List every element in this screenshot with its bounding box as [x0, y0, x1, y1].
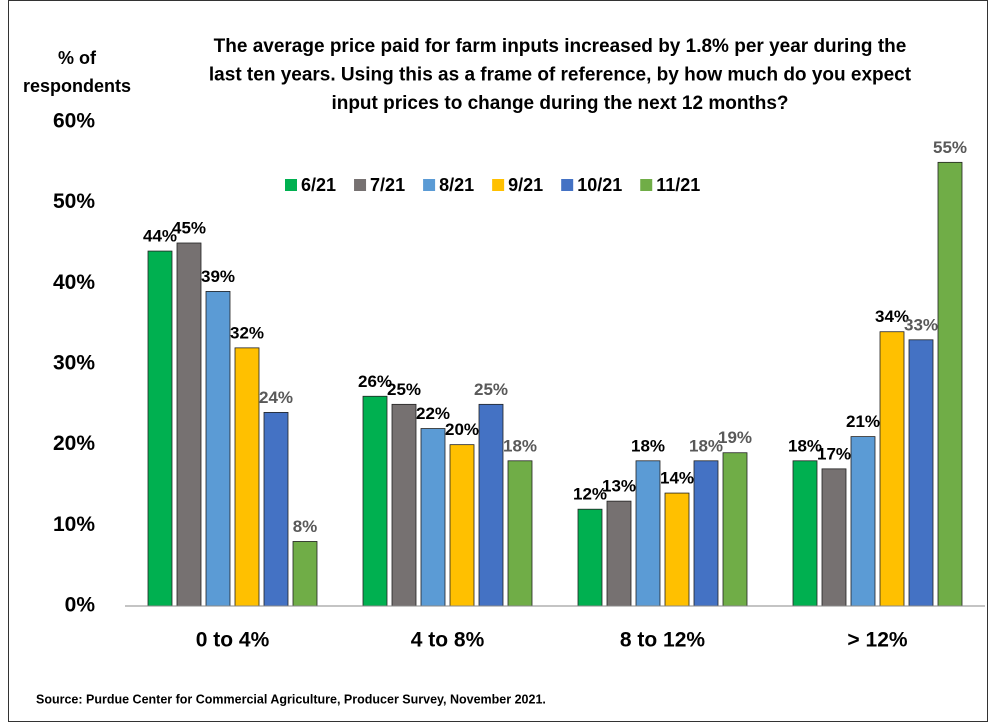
y-tick-label: 30% [53, 352, 95, 375]
data-label: 18% [689, 436, 723, 455]
data-label: 55% [933, 138, 967, 157]
data-label: 13% [602, 477, 636, 496]
x-tick-label: 8 to 12% [620, 629, 706, 652]
bar [478, 403, 504, 607]
bar [449, 444, 475, 607]
bar [205, 290, 231, 607]
legend-label: 6/21 [301, 175, 336, 195]
bar [292, 541, 318, 607]
legend-label: 9/21 [508, 175, 543, 195]
legend-swatch [561, 179, 574, 191]
data-label: 18% [788, 436, 822, 455]
bar [507, 460, 533, 607]
data-label: 32% [230, 323, 264, 342]
legend-label: 7/21 [370, 175, 405, 195]
data-label: 17% [817, 444, 851, 463]
bar [263, 411, 289, 607]
data-label: 8% [293, 517, 318, 536]
data-label: 45% [172, 218, 206, 237]
y-tick-label: 0% [65, 594, 96, 617]
bar [664, 492, 690, 607]
bar [722, 452, 748, 607]
bar [908, 339, 934, 607]
chart-title: input prices to change during the next 1… [331, 93, 788, 114]
y-tick-label: 60% [53, 110, 95, 133]
legend-label: 8/21 [439, 175, 474, 195]
y-axis-label: % of [58, 48, 97, 68]
x-tick-label: > 12% [847, 629, 907, 652]
bar [693, 460, 719, 607]
bar [391, 403, 417, 607]
y-tick-label: 20% [53, 432, 95, 455]
bar [577, 508, 603, 607]
data-label: 44% [143, 227, 177, 246]
y-tick-label: 40% [53, 271, 95, 294]
x-tick-label: 4 to 8% [411, 629, 485, 652]
data-label: 22% [416, 404, 450, 423]
data-label: 21% [846, 412, 880, 431]
bar [147, 250, 173, 607]
data-label: 14% [660, 469, 694, 488]
data-label: 25% [474, 380, 508, 399]
data-label: 25% [387, 380, 421, 399]
chart-title: last ten years. Using this as a frame of… [209, 65, 912, 86]
data-label: 20% [445, 420, 479, 439]
data-label: 34% [875, 307, 909, 326]
bar [635, 460, 661, 607]
data-label: 39% [201, 267, 235, 286]
legend-swatch [423, 179, 436, 191]
bar [234, 347, 260, 607]
x-tick-label: 0 to 4% [196, 629, 270, 652]
legend-swatch [285, 179, 297, 191]
legend-label: 11/21 [656, 175, 700, 195]
bar [606, 500, 632, 607]
data-label: 26% [358, 372, 392, 391]
y-tick-label: 10% [53, 513, 95, 536]
legend-label: 10/21 [577, 175, 622, 195]
bar [420, 428, 446, 607]
legend-swatch [354, 179, 367, 191]
data-label: 33% [904, 315, 938, 334]
bar [362, 395, 388, 607]
data-label: 19% [718, 428, 752, 447]
data-label: 24% [259, 388, 293, 407]
data-label: 18% [631, 436, 665, 455]
source-note: Source: Purdue Center for Commercial Agr… [36, 692, 546, 706]
legend-swatch [492, 179, 505, 191]
bar [850, 436, 876, 607]
chart-title: The average price paid for farm inputs i… [214, 36, 907, 57]
bar [792, 460, 818, 607]
bar [879, 331, 905, 607]
y-axis-label: respondents [23, 76, 131, 96]
bar [821, 468, 847, 607]
data-label: 18% [503, 436, 537, 455]
bar [937, 161, 963, 607]
data-label: 12% [573, 485, 607, 504]
y-tick-label: 50% [53, 190, 95, 213]
bar [176, 242, 202, 607]
legend-swatch [640, 179, 653, 191]
